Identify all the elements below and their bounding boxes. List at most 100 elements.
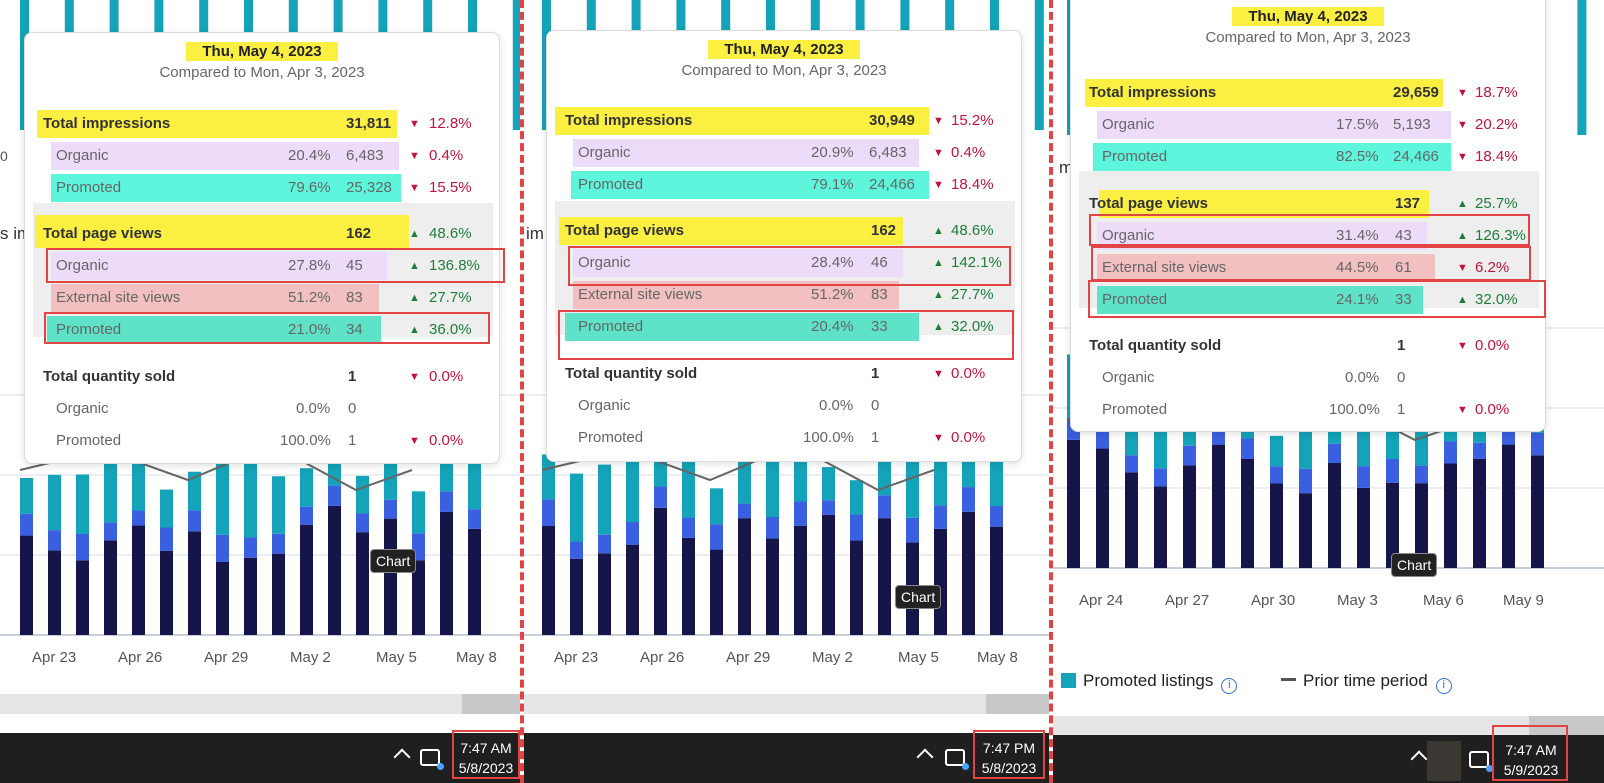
x-axis-label: Apr 29 — [726, 649, 771, 666]
chart-legend: Prior time period i — [1281, 671, 1452, 694]
bar-organic — [1096, 448, 1109, 568]
row-delta: 25.7% — [1475, 195, 1518, 212]
row-count: 0 — [871, 397, 880, 414]
chevron-up-icon[interactable] — [1410, 750, 1428, 768]
bar-promoted — [188, 471, 201, 511]
bar-organic — [1473, 458, 1486, 568]
bar-organic — [1299, 493, 1312, 568]
row-highlight — [51, 174, 401, 202]
bar-organic — [850, 540, 863, 635]
row-label: Total impressions — [43, 115, 171, 132]
bar-organic — [104, 540, 117, 635]
legend-line — [1281, 678, 1296, 681]
sync-icon[interactable] — [945, 749, 969, 770]
row-delta: 0.4% — [429, 147, 464, 164]
bar-external — [76, 533, 89, 561]
taskbar-clock[interactable]: 7:47 AM 5/9/2023 — [1497, 740, 1565, 780]
trend-up-icon: ▲ — [409, 228, 420, 240]
row-count: 25,328 — [346, 179, 392, 196]
horizontal-scrollbar[interactable] — [0, 694, 520, 714]
bar-promoted — [104, 453, 117, 523]
row-highlight — [1097, 286, 1423, 314]
info-icon[interactable]: i — [1435, 678, 1452, 694]
sync-icon[interactable] — [420, 749, 444, 770]
bar-organic — [440, 511, 453, 635]
bar-external — [1125, 455, 1138, 473]
row-delta: 32.0% — [951, 318, 994, 335]
info-icon[interactable]: i — [1221, 678, 1238, 694]
row-label: External site views — [578, 286, 703, 303]
heading-fragment: im — [526, 224, 544, 243]
bar-promoted — [738, 457, 751, 504]
trend-down-icon: ▼ — [409, 435, 420, 447]
row-count: 1 — [1397, 401, 1406, 418]
row-label: Total quantity sold — [43, 368, 176, 385]
row-count: 1 — [1397, 337, 1406, 354]
bar-external — [1241, 438, 1254, 460]
row-count: 162 — [871, 222, 897, 239]
metric-row: Total impressions 31,811 ▼ 12.8% — [25, 110, 499, 138]
bar-external — [1357, 466, 1370, 488]
bar-organic — [626, 544, 639, 635]
bar-promoted — [598, 464, 611, 535]
scrollbar-thumb[interactable] — [462, 694, 520, 714]
sync-icon[interactable] — [1469, 751, 1493, 772]
trend-up-icon: ▲ — [1457, 230, 1468, 242]
x-axis-label: Apr 29 — [204, 649, 249, 666]
trend-down-icon: ▼ — [933, 147, 944, 159]
scrollbar-thumb[interactable] — [986, 694, 1049, 714]
trend-down-icon: ▼ — [1457, 340, 1468, 352]
bar-promoted — [822, 467, 835, 501]
bar-external — [1531, 432, 1544, 456]
bar-organic — [542, 526, 555, 635]
row-percent: 82.5% — [1336, 148, 1379, 165]
chevron-up-icon[interactable] — [916, 748, 934, 766]
metric-row: Promoted 82.5% 24,466 ▼ 18.4% — [1071, 143, 1545, 171]
bar-external — [738, 503, 751, 519]
x-axis-label: Apr 26 — [118, 649, 163, 666]
bar-external — [132, 510, 145, 526]
bar-promoted — [48, 474, 61, 531]
bar-organic — [654, 507, 667, 635]
bar-external — [794, 501, 807, 526]
metric-row: Promoted 100.0% 1 ▼ 0.0% — [25, 427, 499, 455]
bar-organic — [962, 511, 975, 635]
taskbar-clock[interactable]: 7:47 AM 5/8/2023 — [452, 738, 520, 778]
row-highlight — [573, 139, 919, 167]
trend-down-icon: ▼ — [409, 150, 420, 162]
row-count: 6,483 — [346, 147, 384, 164]
row-percent: 0.0% — [1345, 369, 1380, 386]
row-highlight — [1093, 143, 1451, 171]
taskbar-clock[interactable]: 7:47 PM 5/8/2023 — [975, 738, 1043, 778]
row-percent: 27.8% — [288, 257, 331, 274]
bar-organic — [822, 514, 835, 635]
bar-external — [766, 516, 779, 539]
row-label: Promoted — [1102, 148, 1168, 165]
row-delta: 15.5% — [429, 179, 472, 196]
bar-external — [300, 506, 313, 525]
row-count: 1 — [348, 368, 357, 385]
row-delta: 6.2% — [1475, 259, 1510, 276]
row-percent: 51.2% — [288, 289, 331, 306]
taskbar: 7:47 AM 5/9/2023 — [1053, 725, 1604, 783]
bar-organic — [160, 550, 173, 635]
bar-organic — [384, 518, 397, 635]
row-label: External site views — [56, 289, 181, 306]
metric-row: Total page views 137 ▲ 25.7% — [1071, 190, 1545, 218]
row-delta: 18.7% — [1475, 84, 1518, 101]
metric-row: Organic 31.4% 43 ▲ 126.3% — [1071, 222, 1545, 250]
bar-organic — [48, 550, 61, 635]
chevron-up-icon[interactable] — [393, 748, 411, 766]
row-label: Total impressions — [565, 112, 693, 129]
bar-external — [468, 509, 481, 529]
row-delta: 0.0% — [1475, 337, 1510, 354]
metric-row: Organic 0.0% 0 — [547, 392, 1021, 420]
bar-organic — [76, 560, 89, 635]
trend-down-icon: ▼ — [1457, 262, 1468, 274]
tray-app-icon[interactable] — [1427, 741, 1461, 781]
horizontal-scrollbar[interactable] — [524, 694, 1049, 714]
annotation-box — [1492, 725, 1568, 781]
bar-organic — [682, 537, 695, 635]
row-label: Promoted — [578, 176, 644, 193]
bar-external — [990, 506, 1003, 527]
